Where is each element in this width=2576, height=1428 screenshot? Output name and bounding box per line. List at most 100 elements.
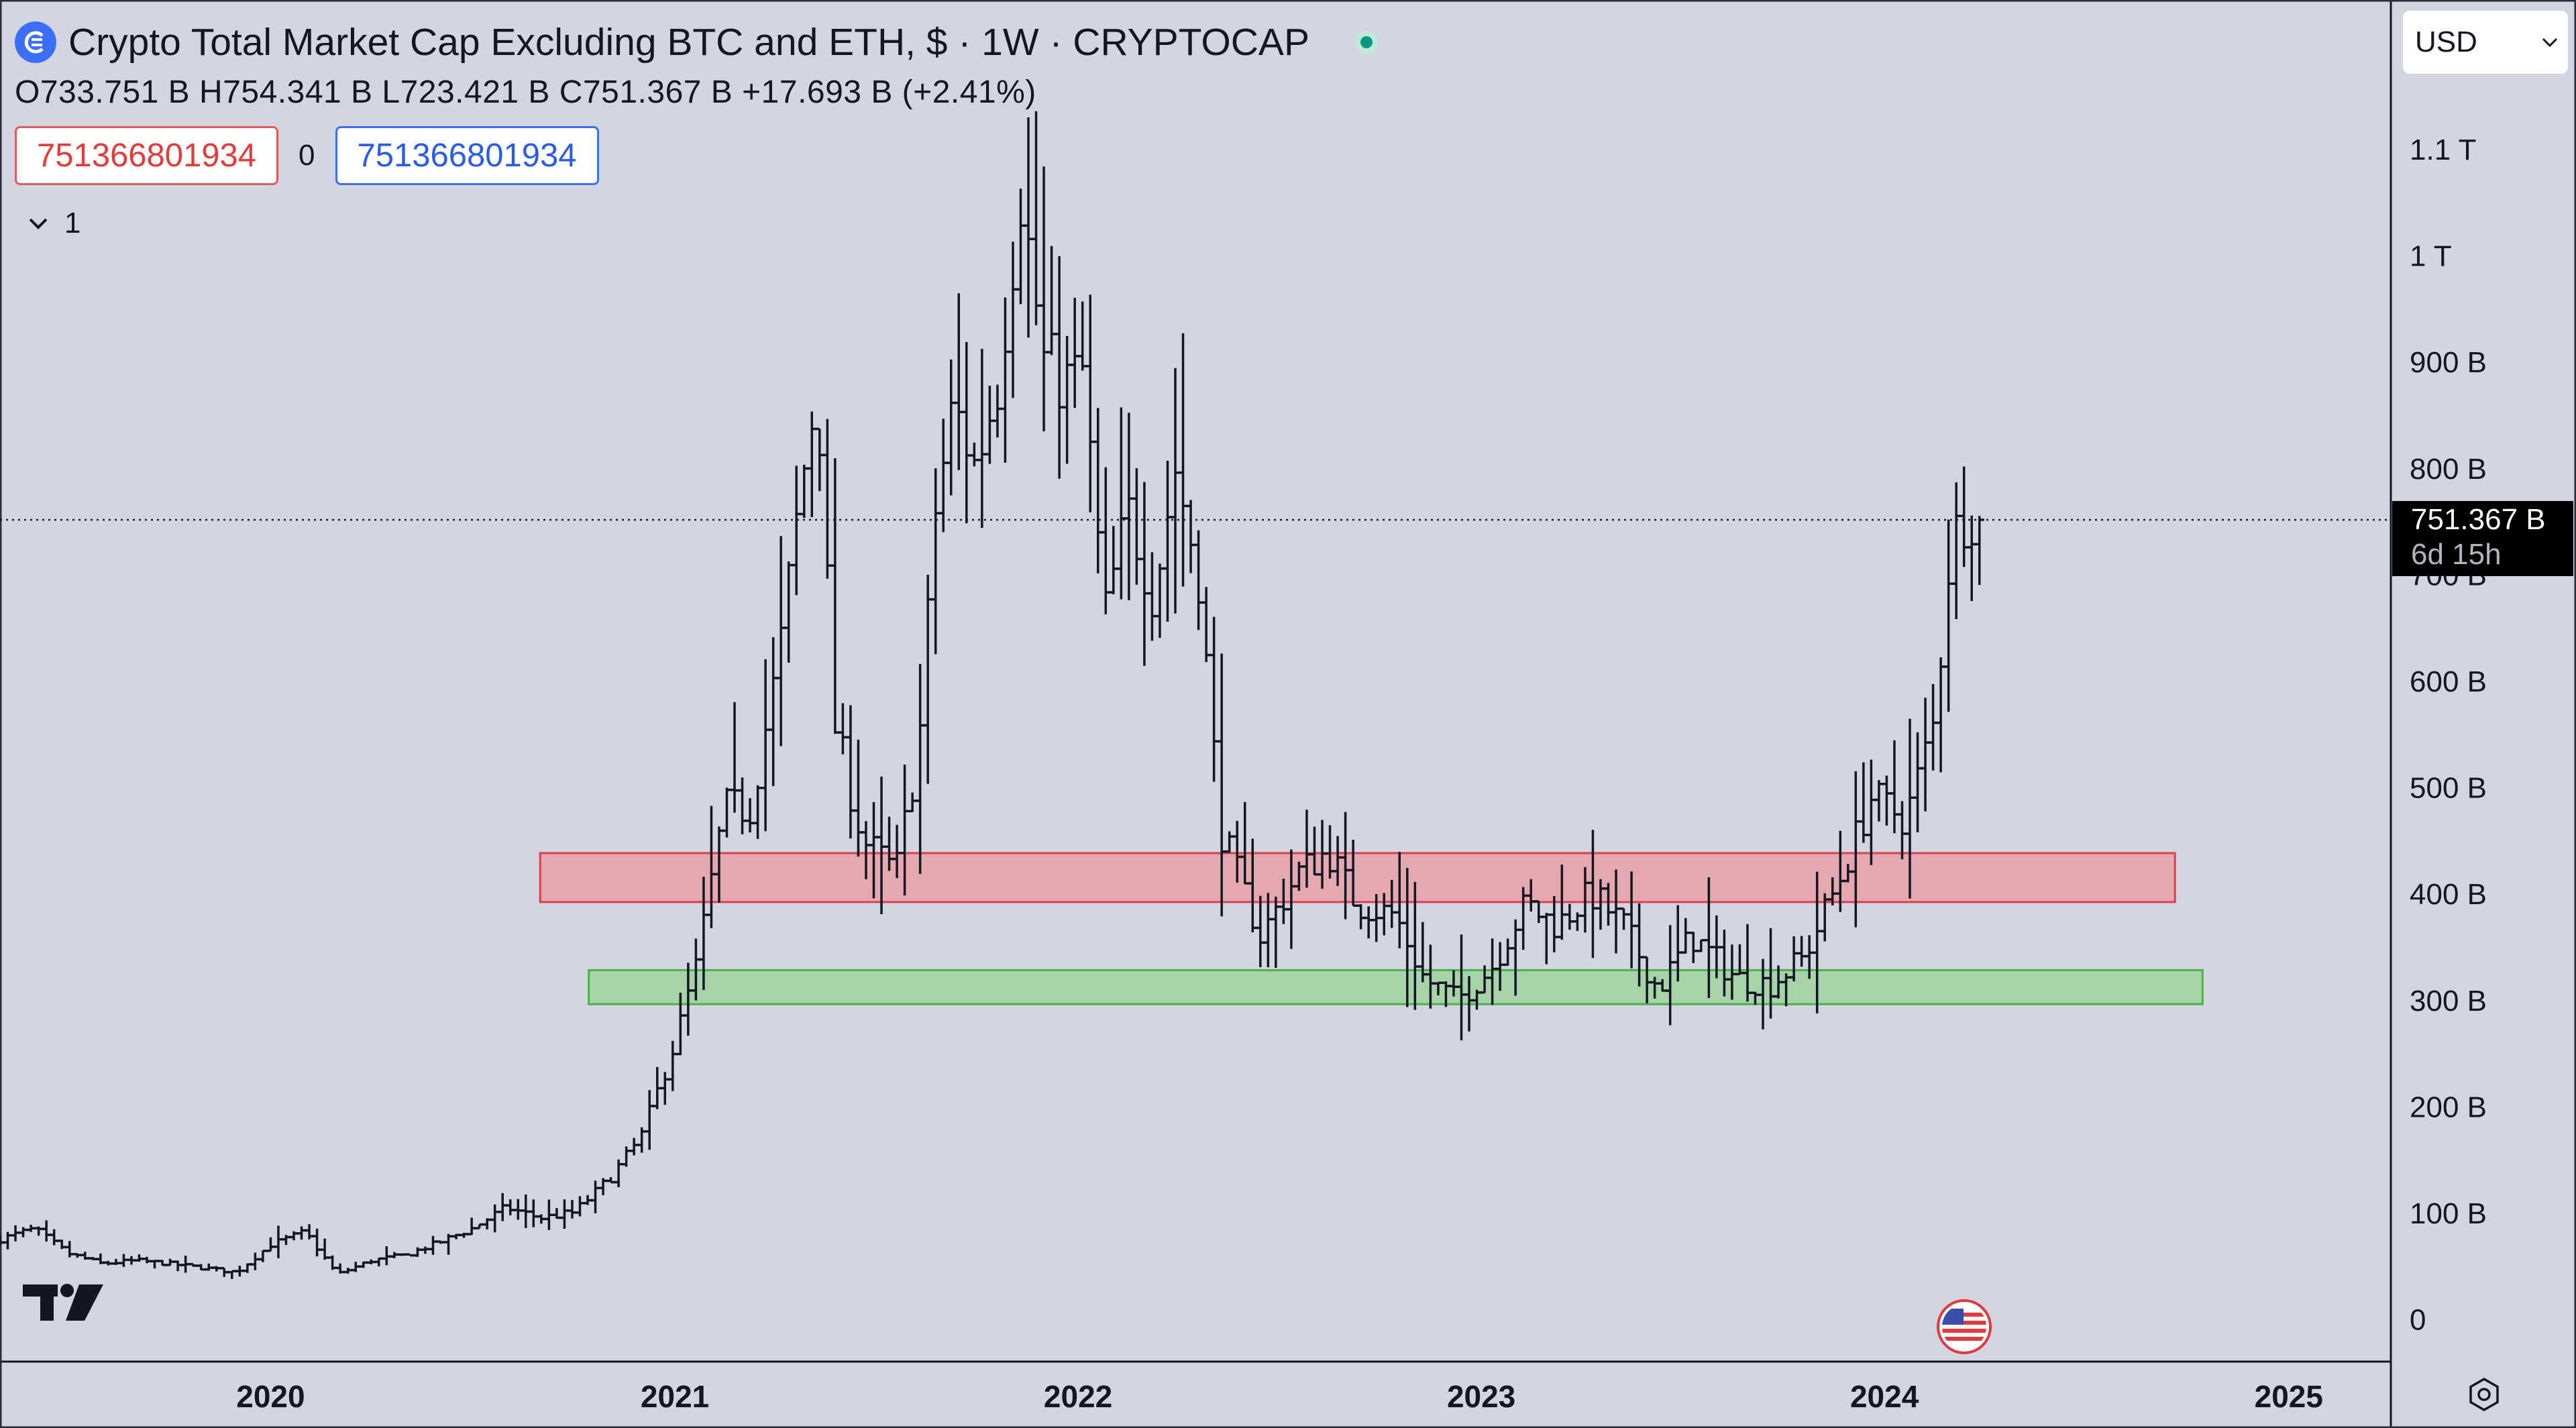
market-live-dot-icon <box>1354 31 1378 54</box>
ohlc-bar <box>1000 297 1010 463</box>
currency-select[interactable]: USD <box>2403 11 2568 74</box>
ohlc-bar <box>590 1180 600 1213</box>
ohlc-bar <box>838 703 848 755</box>
ohlc-bar <box>1680 918 1690 954</box>
chart-header: Crypto Total Market Cap Excluding BTC an… <box>15 19 1378 66</box>
ohlc-bar <box>1193 530 1203 630</box>
ohlc-bar <box>273 1225 283 1258</box>
settings-gear-icon[interactable] <box>2466 1376 2502 1413</box>
symbol-title[interactable]: Crypto Total Market Cap Excluding BTC an… <box>68 21 1309 64</box>
price-tick-label: 800 B <box>2410 453 2487 486</box>
ohlc-bar <box>1951 482 1962 619</box>
ohlc-bar <box>1688 931 1699 963</box>
price-tick-label: 500 B <box>2410 772 2487 805</box>
ohlc-bar <box>1031 111 1041 325</box>
ohlc-bar <box>498 1193 508 1221</box>
resistance-zone[interactable] <box>539 852 2176 903</box>
ohlc-bar <box>1943 519 1953 712</box>
ohlc-bar <box>1124 413 1134 600</box>
ohlc-bar <box>1085 294 1095 512</box>
indicator-count: 1 <box>64 207 81 239</box>
ohlc-bar <box>1224 831 1234 853</box>
ohlc-bar <box>1186 500 1196 573</box>
ohlc-bar <box>575 1196 585 1217</box>
ohlc-bar <box>961 341 971 524</box>
ohlc-bar <box>266 1237 276 1252</box>
ohlc-bar <box>1255 895 1265 968</box>
sell-button[interactable]: 751366801934 <box>15 126 279 185</box>
ohlc-bar <box>1062 335 1072 464</box>
ohlc-bar <box>1108 526 1118 595</box>
time-axis: 2020 2021 2022 2023 2024 2025 <box>236 1379 2323 1414</box>
support-zone[interactable] <box>588 969 2204 1005</box>
currency-value: USD <box>2415 25 2477 58</box>
ohlc-bar <box>250 1252 260 1270</box>
ohlc-bar <box>1619 907 1629 930</box>
ohlc-bar <box>761 659 771 832</box>
ohlc-bar <box>768 637 778 786</box>
ohlc-bar <box>1959 466 1969 567</box>
ohlc-bar <box>1967 515 1977 602</box>
ohlc-bar <box>722 787 732 838</box>
price-tick-label: 100 B <box>2410 1197 2487 1230</box>
price-tick-label: 0 <box>2410 1304 2426 1337</box>
ohlc-bar <box>1024 117 1034 338</box>
ohlc-bar <box>42 1220 52 1242</box>
indicators-toggle[interactable]: 1 <box>28 207 80 240</box>
ohlc-bar <box>1116 407 1126 600</box>
last-price-value: 751.367 B <box>2411 503 2546 536</box>
ohlc-bar <box>559 1199 570 1229</box>
ohlc-bar <box>1077 301 1087 371</box>
ohlc-bar <box>312 1228 322 1257</box>
price-tick-label: 1 T <box>2410 240 2452 273</box>
ohlc-bar <box>660 1072 670 1105</box>
ohlc-bar <box>667 1040 678 1091</box>
us-flag-icon[interactable] <box>1937 1299 1992 1354</box>
ohlc-bar <box>830 458 840 734</box>
time-tick-label: 2023 <box>1447 1379 1515 1414</box>
ohlc-bar <box>1209 616 1219 782</box>
ohlc-bar <box>1139 482 1149 666</box>
ohlc-bar <box>1178 333 1188 587</box>
buy-button[interactable]: 751366801934 <box>335 126 599 185</box>
tradingview-logo-icon[interactable] <box>20 1278 107 1325</box>
ohlc-bar <box>1356 903 1366 930</box>
time-tick-label: 2020 <box>236 1379 305 1414</box>
ohlc-bar <box>1874 780 1884 822</box>
ohlc-bar <box>1696 938 1706 952</box>
ohlc-bar <box>1534 900 1544 924</box>
ohlc-bar <box>977 349 987 529</box>
ohlc-bar <box>1866 759 1876 865</box>
ohlc-bar <box>1796 936 1807 967</box>
ohlc-bar <box>1889 740 1899 834</box>
cryptocap-logo-icon <box>15 21 56 63</box>
ohlc-bar <box>753 785 763 839</box>
ohlc-bar <box>1913 732 1923 832</box>
ohlc-bar <box>776 536 786 747</box>
ohlc-bar <box>1055 256 1065 479</box>
last-price-label: 751.367 B 6d 15h <box>2392 500 2573 576</box>
ohlc-bar <box>1039 166 1049 432</box>
chevron-down-icon <box>29 218 48 229</box>
ohlc-bar <box>915 663 925 874</box>
ohlc-bar <box>428 1235 438 1255</box>
ohlc-bar <box>1201 587 1212 663</box>
price-tick-label: 900 B <box>2410 346 2487 379</box>
ohlc-bar <box>645 1090 655 1150</box>
price-tick-label: 300 B <box>2410 985 2487 1018</box>
ohlc-bar <box>799 464 809 518</box>
ohlc-bar <box>807 411 817 517</box>
ohlc-bar <box>1364 906 1374 939</box>
ohlc-bar <box>1542 913 1552 965</box>
ohlc-bar <box>629 1138 639 1156</box>
ohlc-bar <box>969 442 979 467</box>
price-tick-label: 1.1 T <box>2410 133 2476 166</box>
ohlc-bar <box>737 777 747 834</box>
ohlc-bar <box>18 1227 28 1238</box>
ohlc-bar <box>467 1217 477 1235</box>
ohlc-bar <box>946 359 956 496</box>
ohlc-bar <box>1851 771 1861 928</box>
